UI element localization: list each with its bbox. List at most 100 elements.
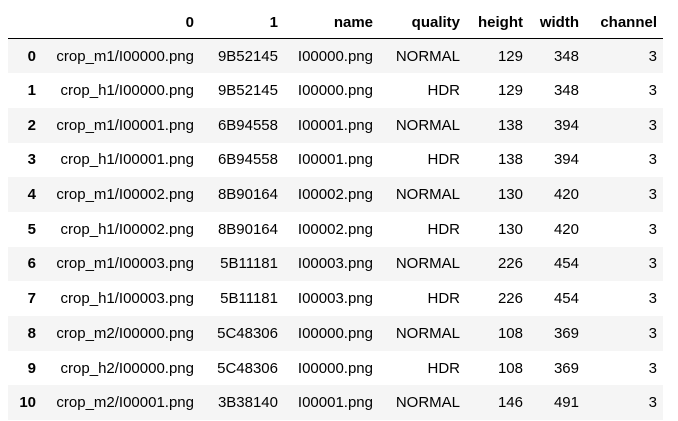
cell-quality: NORMAL: [395, 324, 460, 342]
table-row: 6 crop_m1/I00003.png 5B11181 I00003.png NORM…: [8, 246, 663, 282]
cell-channel: 3: [648, 220, 657, 238]
cell-height: 226: [497, 290, 523, 308]
cell-quality: NORMAL: [395, 394, 460, 412]
cell-height: 138: [497, 151, 523, 169]
cell-id: 9B52145: [217, 82, 278, 100]
cell-width: 369: [553, 359, 579, 377]
cell-path: crop_h1/I00003.png: [60, 290, 194, 308]
cell-height: 138: [497, 116, 523, 134]
table-row: 7 crop_h1/I00003.png 5B11181 I00003.png HDR 2…: [8, 281, 663, 316]
cell-id: 3B38140: [217, 394, 278, 412]
table-header: 0 1 name quality height width channel: [8, 6, 663, 39]
cell-id: 5B11181: [220, 290, 278, 308]
cell-channel: 3: [648, 255, 657, 273]
cell-quality: HDR: [427, 220, 461, 238]
cell-id: 5B11181: [220, 255, 278, 273]
row-index: 8: [27, 324, 36, 342]
cell-height: 146: [497, 394, 523, 412]
cell-height: 129: [497, 82, 523, 100]
row-index: 10: [19, 394, 36, 412]
cell-name: I00001.png: [297, 394, 373, 412]
header-row: 0 1 name quality height width channel: [8, 6, 663, 39]
table-row: 3 crop_h1/I00001.png 6B94558 I00001.png HDR 1…: [8, 143, 663, 178]
cell-width: 394: [553, 116, 579, 134]
cell-channel: 3: [648, 186, 657, 204]
cell-width: 420: [553, 186, 579, 204]
cell-name: I00002.png: [297, 186, 373, 204]
cell-channel: 3: [648, 47, 657, 65]
cell-channel: 3: [648, 359, 657, 377]
dataframe-output: 0 1 name quality height width channel 0 c…: [8, 6, 663, 421]
cell-height: 226: [497, 255, 523, 273]
cell-path: crop_m1/I00000.png: [56, 47, 194, 65]
cell-id: 8B90164: [217, 186, 278, 204]
dataframe-table: 0 1 name quality height width channel 0 c…: [8, 6, 663, 421]
row-index: 5: [27, 220, 36, 238]
row-index: 1: [27, 82, 36, 100]
cell-quality: HDR: [427, 151, 461, 169]
cell-name: I00001.png: [297, 116, 373, 134]
cell-name: I00003.png: [297, 255, 373, 273]
index-header: [8, 6, 42, 39]
cell-path: crop_m1/I00003.png: [56, 255, 194, 273]
table-row: 4 crop_m1/I00002.png 8B90164 I00002.png NORM…: [8, 177, 663, 212]
table-row: 8 crop_m2/I00000.png 5C48306 I00000.png NORM…: [8, 316, 663, 351]
cell-id: 6B94558: [217, 116, 278, 134]
cell-name: I00000.png: [297, 324, 373, 342]
cell-height: 129: [497, 47, 523, 65]
table-row: 10 crop_m2/I00001.png 3B38140 I00001.png NOR…: [8, 385, 663, 421]
cell-path: crop_h1/I00002.png: [60, 220, 194, 238]
cell-name: I00001.png: [297, 151, 373, 169]
cell-height: 108: [497, 359, 523, 377]
column-header-quality: quality: [379, 6, 466, 39]
cell-width: 454: [553, 255, 579, 273]
column-header-width: width: [529, 6, 585, 39]
table-row: 9 crop_h2/I00000.png 5C48306 I00000.png HDR 1…: [8, 351, 663, 386]
row-index: 6: [27, 255, 36, 273]
cell-height: 130: [497, 220, 523, 238]
cell-width: 348: [553, 47, 579, 65]
cell-quality: HDR: [427, 359, 461, 377]
cell-path: crop_m2/I00000.png: [56, 324, 194, 342]
cell-name: I00000.png: [297, 359, 373, 377]
table-body: 0 crop_m1/I00000.png 9B52145 I00000.png NORM…: [8, 38, 663, 421]
cell-id: 8B90164: [217, 220, 278, 238]
cell-id: 5C48306: [217, 359, 278, 377]
cell-path: crop_h2/I00000.png: [60, 359, 194, 377]
row-index: 9: [27, 359, 36, 377]
row-index: 4: [27, 186, 36, 204]
table-row: 5 crop_h1/I00002.png 8B90164 I00002.png HDR 1…: [8, 212, 663, 247]
cell-width: 491: [553, 394, 579, 412]
cell-channel: 3: [648, 324, 657, 342]
cell-width: 394: [553, 151, 579, 169]
cell-id: 9B52145: [217, 47, 278, 65]
cell-quality: NORMAL: [395, 186, 460, 204]
cell-id: 5C48306: [217, 324, 278, 342]
cell-path: crop_h1/I00001.png: [60, 151, 194, 169]
column-header-1: 1: [200, 6, 284, 39]
row-index: 0: [27, 47, 36, 65]
cell-channel: 3: [648, 82, 657, 100]
cell-channel: 3: [648, 290, 657, 308]
cell-height: 130: [497, 186, 523, 204]
row-index: 7: [27, 290, 36, 308]
cell-quality: HDR: [427, 290, 461, 308]
cell-width: 348: [553, 82, 579, 100]
column-header-channel: channel: [585, 6, 663, 39]
table-row: 0 crop_m1/I00000.png 9B52145 I00000.png NORM…: [8, 38, 663, 74]
cell-name: I00000.png: [297, 82, 373, 100]
cell-quality: NORMAL: [395, 255, 460, 273]
row-index: 3: [27, 151, 36, 169]
cell-quality: NORMAL: [395, 47, 460, 65]
column-header-0: 0: [42, 6, 200, 39]
cell-name: I00002.png: [297, 220, 373, 238]
column-header-height: height: [466, 6, 529, 39]
cell-channel: 3: [648, 394, 657, 412]
table-row: 2 crop_m1/I00001.png 6B94558 I00001.png NORM…: [8, 107, 663, 143]
cell-name: I00000.png: [297, 47, 373, 65]
cell-channel: 3: [648, 151, 657, 169]
cell-width: 420: [553, 220, 579, 238]
cell-width: 369: [553, 324, 579, 342]
row-index: 2: [27, 116, 36, 134]
cell-id: 6B94558: [217, 151, 278, 169]
